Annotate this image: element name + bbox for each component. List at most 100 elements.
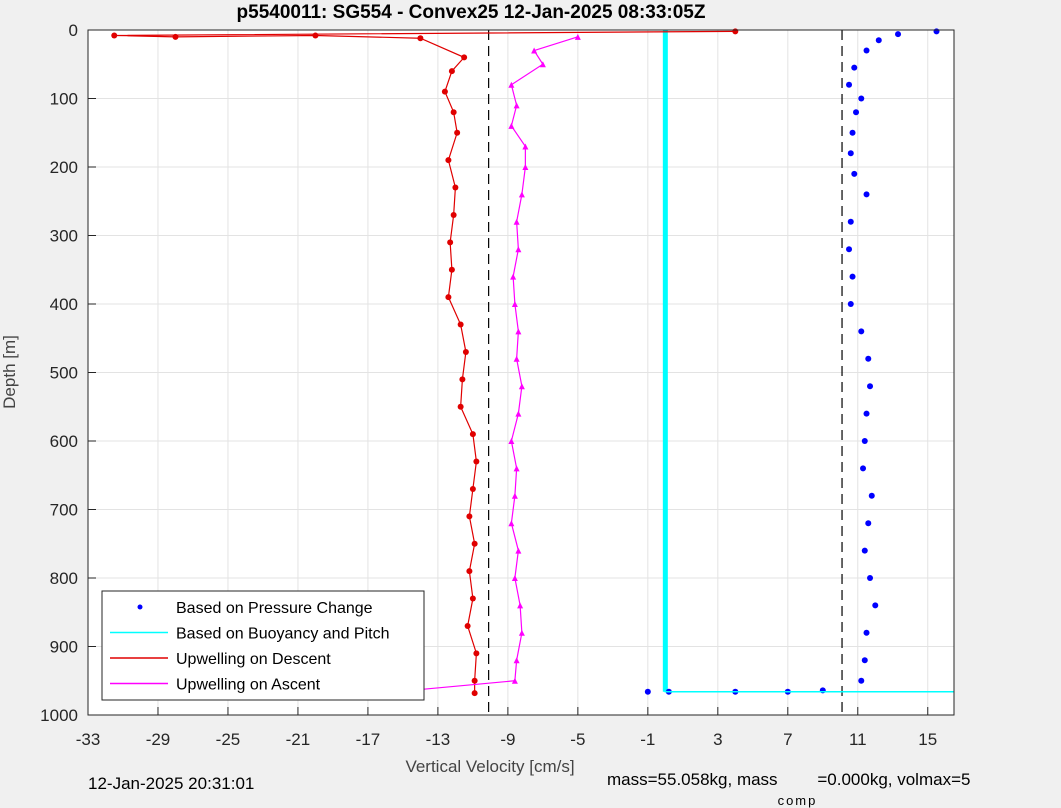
data-point [448,266,455,273]
data-point [644,688,651,695]
data-point [933,28,940,35]
data-point [464,622,471,629]
x-tick-label: 7 [783,730,792,749]
data-point [853,109,860,116]
data-point [574,33,581,40]
data-point [469,431,476,438]
x-tick-label: 3 [713,730,722,749]
data-point [867,383,874,390]
data-point [508,81,515,88]
data-point [445,157,452,164]
legend-label: Upwelling on Ascent [176,677,321,694]
grid [87,29,954,716]
footer-mass: mass=55.058kg, masscomp=0.000kg, volmax=… [607,770,971,808]
data-point [515,246,522,253]
data-point [473,458,480,465]
data-point [522,143,529,150]
data-point [849,273,856,280]
data-point [513,657,520,664]
data-point [867,575,874,581]
data-point [895,31,902,38]
data-point [473,650,480,657]
footer-date: 12-Jan-2025 20:31:01 [88,774,255,793]
data-point [518,191,525,198]
legend: Based on Pressure Change Based on Buoyanc… [101,590,425,701]
x-tick-label: -13 [426,730,451,749]
data-point [448,68,455,75]
x-tick-label: -9 [500,730,515,749]
x-tick-label: 11 [849,730,867,749]
data-point [846,246,853,253]
data-point [865,520,872,527]
data-point [511,677,518,684]
legend-box [101,590,425,701]
data-point [513,102,520,109]
data-point [441,88,448,95]
data-point [847,150,854,157]
series-1 [664,31,954,693]
data-point [847,301,854,307]
y-tick-label: 1000 [40,706,78,725]
data-point [847,218,854,225]
data-point [861,547,868,554]
data-point [508,122,515,129]
y-tick-label: 0 [69,21,78,40]
x-axis-label: Vertical Velocity [cm/s] [405,757,574,776]
legend-label: Based on Buoyancy and Pitch [176,626,389,643]
data-point [508,438,515,444]
data-point [511,301,518,307]
data-point [469,595,476,602]
legend-label: Based on Pressure Change [176,600,373,617]
data-point [510,273,517,280]
y-tick-label: 400 [50,295,78,314]
data-point [513,218,520,225]
data-point [531,47,538,54]
chart-title: p5540011: SG554 - Convex25 12-Jan-2025 0… [237,2,706,23]
x-tick-label: -25 [216,730,241,749]
data-point [851,170,858,177]
data-point [511,575,518,581]
data-point [513,355,520,362]
data-point [454,129,461,136]
data-point [868,492,875,499]
x-tick-label: -1 [640,730,655,749]
data-point [459,376,466,383]
footer-mass-text: mass=55.058kg, mass [607,770,778,789]
x-tick-label: -5 [570,730,585,749]
y-tick-label: 100 [50,90,78,109]
series-line [411,36,579,691]
y-axis-label: Depth [m] [0,335,19,409]
data-point [417,35,424,42]
data-point [457,403,464,410]
data-point [875,37,882,44]
data-point [312,32,319,39]
x-tick-label: -21 [286,730,311,749]
data-point [462,348,469,355]
x-tick-label: -29 [146,730,171,749]
series-0 [644,28,940,695]
series-line [664,31,954,693]
y-tick-label: 800 [50,569,78,588]
data-point [863,410,870,417]
data-point [865,355,872,362]
data-point [851,64,858,71]
series-3 [408,33,581,694]
data-point [518,383,525,390]
data-point [513,465,520,472]
data-point [450,109,457,116]
y-tick-label: 300 [50,227,78,246]
data-point [522,164,529,170]
footer-volmax-text: =0.000kg, volmax=5 [817,770,971,789]
data-point [471,540,478,547]
data-point [466,513,473,520]
data-point [860,465,867,472]
data-point [466,568,473,575]
series-2 [111,28,739,697]
legend-label: Upwelling on Descent [176,651,331,668]
data-point [539,61,546,68]
data-point [457,321,464,328]
data-point [471,690,478,697]
data-point [861,438,868,444]
data-point [515,547,522,554]
